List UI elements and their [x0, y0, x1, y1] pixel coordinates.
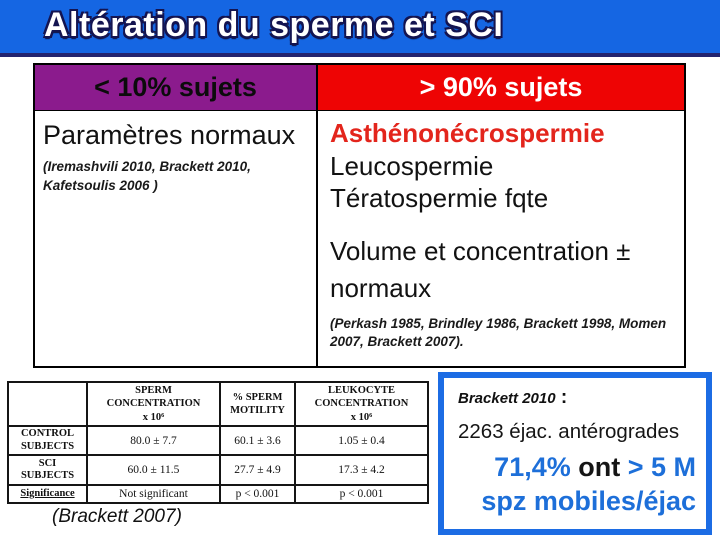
control-leukocyte-concentration: 1.05 ± 0.4	[294, 424, 429, 457]
title-banner: Altération du sperme et SCI	[0, 0, 720, 57]
comparison-header-row: < 10% sujets > 90% sujets	[35, 65, 684, 111]
header-line: x 10⁶	[142, 411, 165, 423]
highlight-source-colon: :	[555, 387, 568, 408]
header-line: % SPERM	[232, 391, 283, 403]
stat-line-1: 71,4% ont > 5 M	[458, 451, 696, 485]
teratospermie-text: Tératospermie fqte	[330, 183, 549, 213]
highlight-source-text: Brackett 2010	[458, 390, 556, 407]
header-line: CONCENTRATION	[314, 398, 409, 410]
comparison-table: < 10% sujets > 90% sujets Paramètres nor…	[33, 63, 686, 368]
asthenonecrospermie-text: Asthénonécrospermie	[330, 118, 605, 148]
comparison-body-row: Paramètres normaux (Iremashvili 2010, Br…	[35, 111, 684, 366]
row-label-line: SUBJECTS	[20, 440, 75, 452]
normal-params-text: Paramètres normaux	[43, 120, 296, 150]
normal-params-citation: (Iremashvili 2010, Brackett 2010, Kafets…	[43, 159, 251, 193]
row-label: CONTROL SUBJECTS	[7, 424, 88, 457]
study-header-row: SPERM CONCENTRATION x 10⁶ % SPERM MOTILI…	[7, 381, 429, 427]
study-table-caption: (Brackett 2007)	[52, 506, 182, 527]
table-row-sci-subjects: SCI SUBJECTS 60.0 ± 11.5 27.7 ± 4.9 17.3…	[7, 454, 429, 487]
significance-sperm-motility: p < 0.001	[219, 484, 296, 505]
study-corner-cell	[7, 381, 88, 427]
study-results-table: SPERM CONCENTRATION x 10⁶ % SPERM MOTILI…	[7, 381, 429, 505]
significance-leukocyte-concentration: p < 0.001	[294, 484, 429, 505]
row-label-line: SCI	[38, 457, 57, 469]
stat-percentage: 71,4%	[494, 452, 571, 482]
table-row-significance: Significance Not significant p < 0.001 p…	[7, 484, 429, 505]
ejaculates-count-text: 2263 éjac. antérogrades	[458, 420, 680, 443]
slide-title: Altération du sperme et SCI	[44, 6, 504, 44]
sci-leukocyte-concentration: 17.3 ± 4.2	[294, 454, 429, 487]
study-header-sperm-motility: % SPERM MOTILITY	[219, 381, 296, 427]
normal-params-cell: Paramètres normaux (Iremashvili 2010, Br…	[35, 111, 318, 366]
header-lt10-sujets: < 10% sujets	[35, 65, 318, 111]
study-header-sperm-concentration: SPERM CONCENTRATION x 10⁶	[86, 381, 221, 427]
stat-ont: ont	[570, 452, 628, 482]
row-label-line: SUBJECTS	[20, 470, 75, 482]
sci-sperm-concentration: 60.0 ± 11.5	[86, 454, 221, 487]
abnormal-params-citation: (Perkash 1985, Brindley 1986, Brackett 1…	[330, 315, 667, 350]
volume-concentration-text: Volume et concentration ± normaux	[330, 235, 631, 304]
row-label: SCI SUBJECTS	[7, 454, 88, 487]
table-row-control-subjects: CONTROL SUBJECTS 80.0 ± 7.7 60.1 ± 3.6 1…	[7, 424, 429, 457]
abnormal-params-cell: Asthénonécrospermie Leucospermie Tératos…	[318, 111, 684, 366]
header-line: SPERM	[135, 385, 172, 397]
row-label-line: CONTROL	[20, 428, 75, 439]
stat-threshold: > 5 M	[627, 452, 696, 482]
header-line: CONCENTRATION	[106, 398, 201, 410]
stat-line-2: spz mobiles/éjac	[481, 485, 696, 516]
header-gt90-sujets: > 90% sujets	[318, 65, 684, 111]
brackett-2010-highlight-box: Brackett 2010 : 2263 éjac. antérogrades …	[438, 372, 712, 535]
control-sperm-motility: 60.1 ± 3.6	[219, 424, 296, 457]
header-line: LEUKOCYTE	[327, 385, 396, 397]
leucospermie-text: Leucospermie	[330, 150, 494, 181]
highlight-source: Brackett 2010 :	[458, 387, 696, 409]
control-sperm-concentration: 80.0 ± 7.7	[86, 424, 221, 457]
significance-sperm-concentration: Not significant	[86, 484, 221, 505]
sci-sperm-motility: 27.7 ± 4.9	[219, 454, 296, 487]
header-line: x 10⁶	[350, 411, 373, 423]
header-line: MOTILITY	[230, 405, 285, 416]
row-label: Significance	[7, 484, 88, 505]
study-header-leukocyte-concentration: LEUKOCYTE CONCENTRATION x 10⁶	[294, 381, 429, 427]
